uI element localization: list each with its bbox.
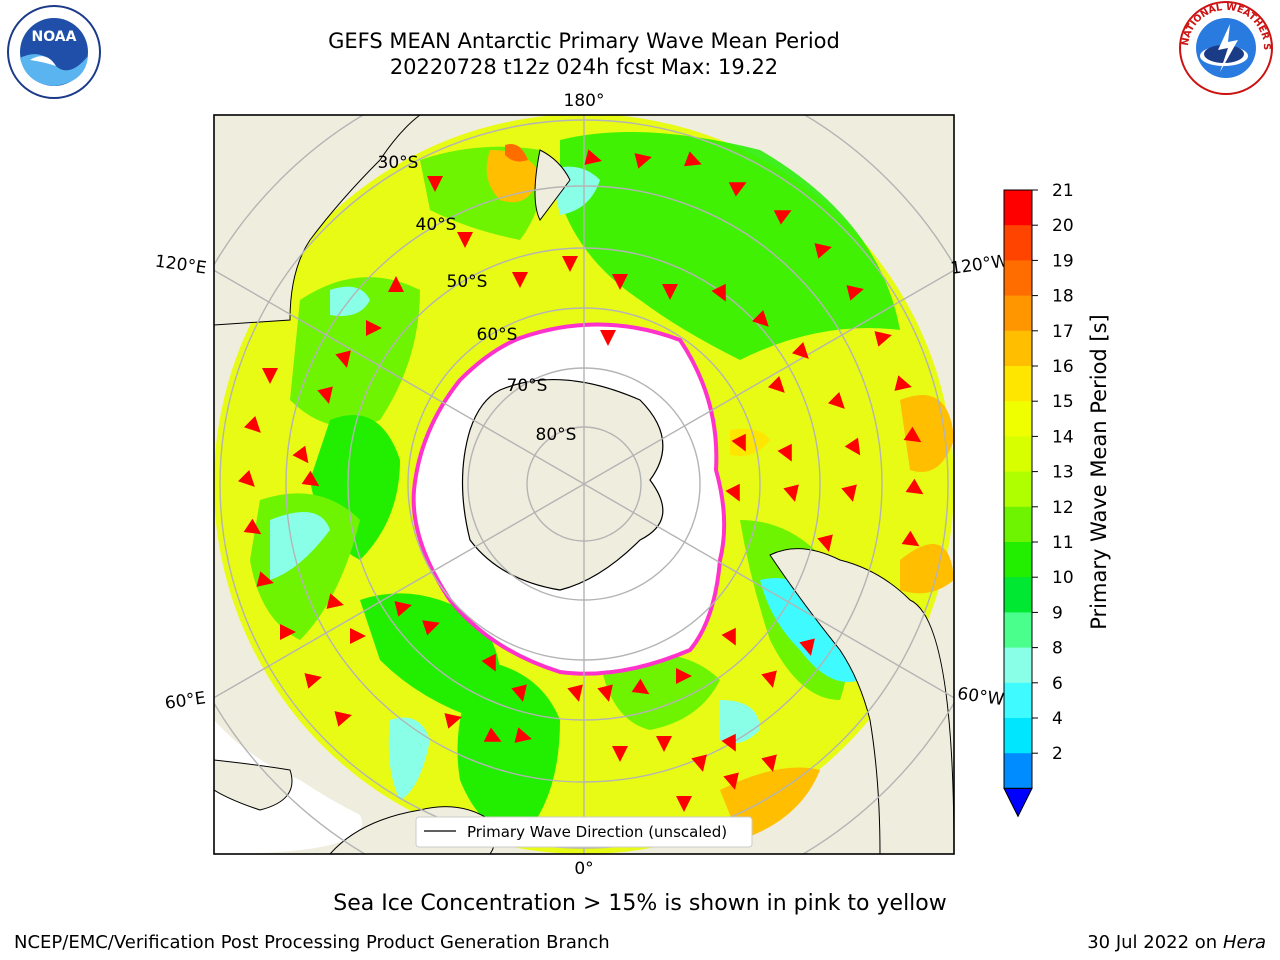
lat-label-50s: 50°S (447, 272, 488, 292)
colorbar-tick-label: 10 (1052, 568, 1074, 588)
colorbar-segment (1004, 401, 1032, 437)
colorbar-tick-label: 12 (1052, 498, 1074, 518)
colorbar-segment (1004, 753, 1032, 789)
colorbar: 21 20 19 18 17 16 15 14 13 12 11 10 9 8 6 4 2 (1003, 181, 1074, 818)
colorbar-tick-label: 19 (1052, 251, 1074, 271)
lat-label-30s: 30°S (378, 153, 419, 173)
chart-title: GEFS MEAN Antarctic Primary Wave Mean Pe… (328, 29, 840, 53)
colorbar-tick-label: 8 (1052, 639, 1063, 659)
colorbar-label: Primary Wave Mean Period [s] (1087, 314, 1111, 630)
footer-date: 30 Jul 2022 on Hera (1087, 932, 1266, 953)
nws-logo: NATIONAL WEATHER SERVICE (1174, 0, 1274, 96)
colorbar-segment (1004, 295, 1032, 332)
colorbar-segment (1004, 260, 1032, 297)
lon-label-120e: 120°E (154, 252, 208, 279)
lon-label-60e: 60°E (164, 688, 207, 713)
map-frame (213, 114, 955, 855)
footer-date-text: 30 Jul 2022 on (1087, 932, 1223, 953)
colorbar-segment (1004, 542, 1032, 578)
australia-land (214, 115, 421, 326)
footer-host: Hera (1222, 932, 1266, 953)
colorbar-tick-label: 2 (1052, 744, 1063, 764)
colorbar-tick-label: 21 (1052, 181, 1074, 201)
colorbar-tick-label: 4 (1052, 709, 1063, 729)
colorbar-segment (1004, 366, 1032, 402)
noaa-logo: NOAA (6, 4, 102, 100)
colorbar-segment (1004, 225, 1032, 261)
colorbar-tick-label: 18 (1052, 287, 1074, 307)
colorbar-segment (1004, 506, 1032, 543)
colorbar-segment (1004, 190, 1032, 226)
colorbar-segment (1004, 436, 1032, 473)
colorbar-tick-label: 15 (1052, 392, 1074, 412)
lon-label-180: 180° (564, 91, 605, 111)
colorbar-segment (1004, 647, 1032, 684)
colorbar-tick-label: 20 (1052, 216, 1074, 236)
colorbar-segment (1004, 330, 1032, 367)
legend-label: Primary Wave Direction (unscaled) (467, 823, 727, 841)
colorbar-tick-label: 11 (1052, 533, 1074, 553)
lat-label-60s: 60°S (477, 325, 518, 345)
map-legend: Primary Wave Direction (unscaled) (415, 816, 753, 848)
colorbar-segment (1004, 577, 1032, 613)
colorbar-tick-label: 6 (1052, 674, 1063, 694)
colorbar-segment (1004, 612, 1032, 649)
wave-period-shading (250, 132, 954, 840)
colorbar-segment (1004, 471, 1032, 508)
lat-label-70s: 70°S (507, 376, 548, 396)
colorbar-segment (1004, 718, 1032, 754)
lon-label-60w: 60°W (956, 684, 1005, 710)
lat-label-40s: 40°S (416, 215, 457, 235)
wave-direction-arrows (237, 149, 924, 812)
colorbar-tick-label: 17 (1052, 322, 1074, 342)
sea-ice-note: Sea Ice Concentration > 15% is shown in … (333, 891, 947, 916)
lon-label-120w: 120°W (949, 251, 1009, 279)
antarctica-land (461, 379, 664, 591)
colorbar-tick-label: 14 (1052, 427, 1074, 447)
chart-subtitle: 20220728 t12z 024h fcst Max: 19.22 (389, 55, 779, 79)
footer-credit: NCEP/EMC/Verification Post Processing Pr… (14, 932, 610, 953)
lat-label-80s: 80°S (536, 425, 577, 445)
noaa-logo-text: NOAA (32, 29, 77, 45)
meridian-lines (214, 115, 954, 854)
colorbar-extend-arrow (1003, 787, 1033, 818)
colorbar-tick-label: 13 (1052, 463, 1074, 483)
colorbar-segment (1004, 682, 1032, 719)
lon-label-0: 0° (574, 859, 593, 879)
colorbar-tick-label: 16 (1052, 357, 1074, 377)
colorbar-tick-label: 9 (1052, 603, 1063, 623)
colorbar-frame (1003, 189, 1033, 789)
